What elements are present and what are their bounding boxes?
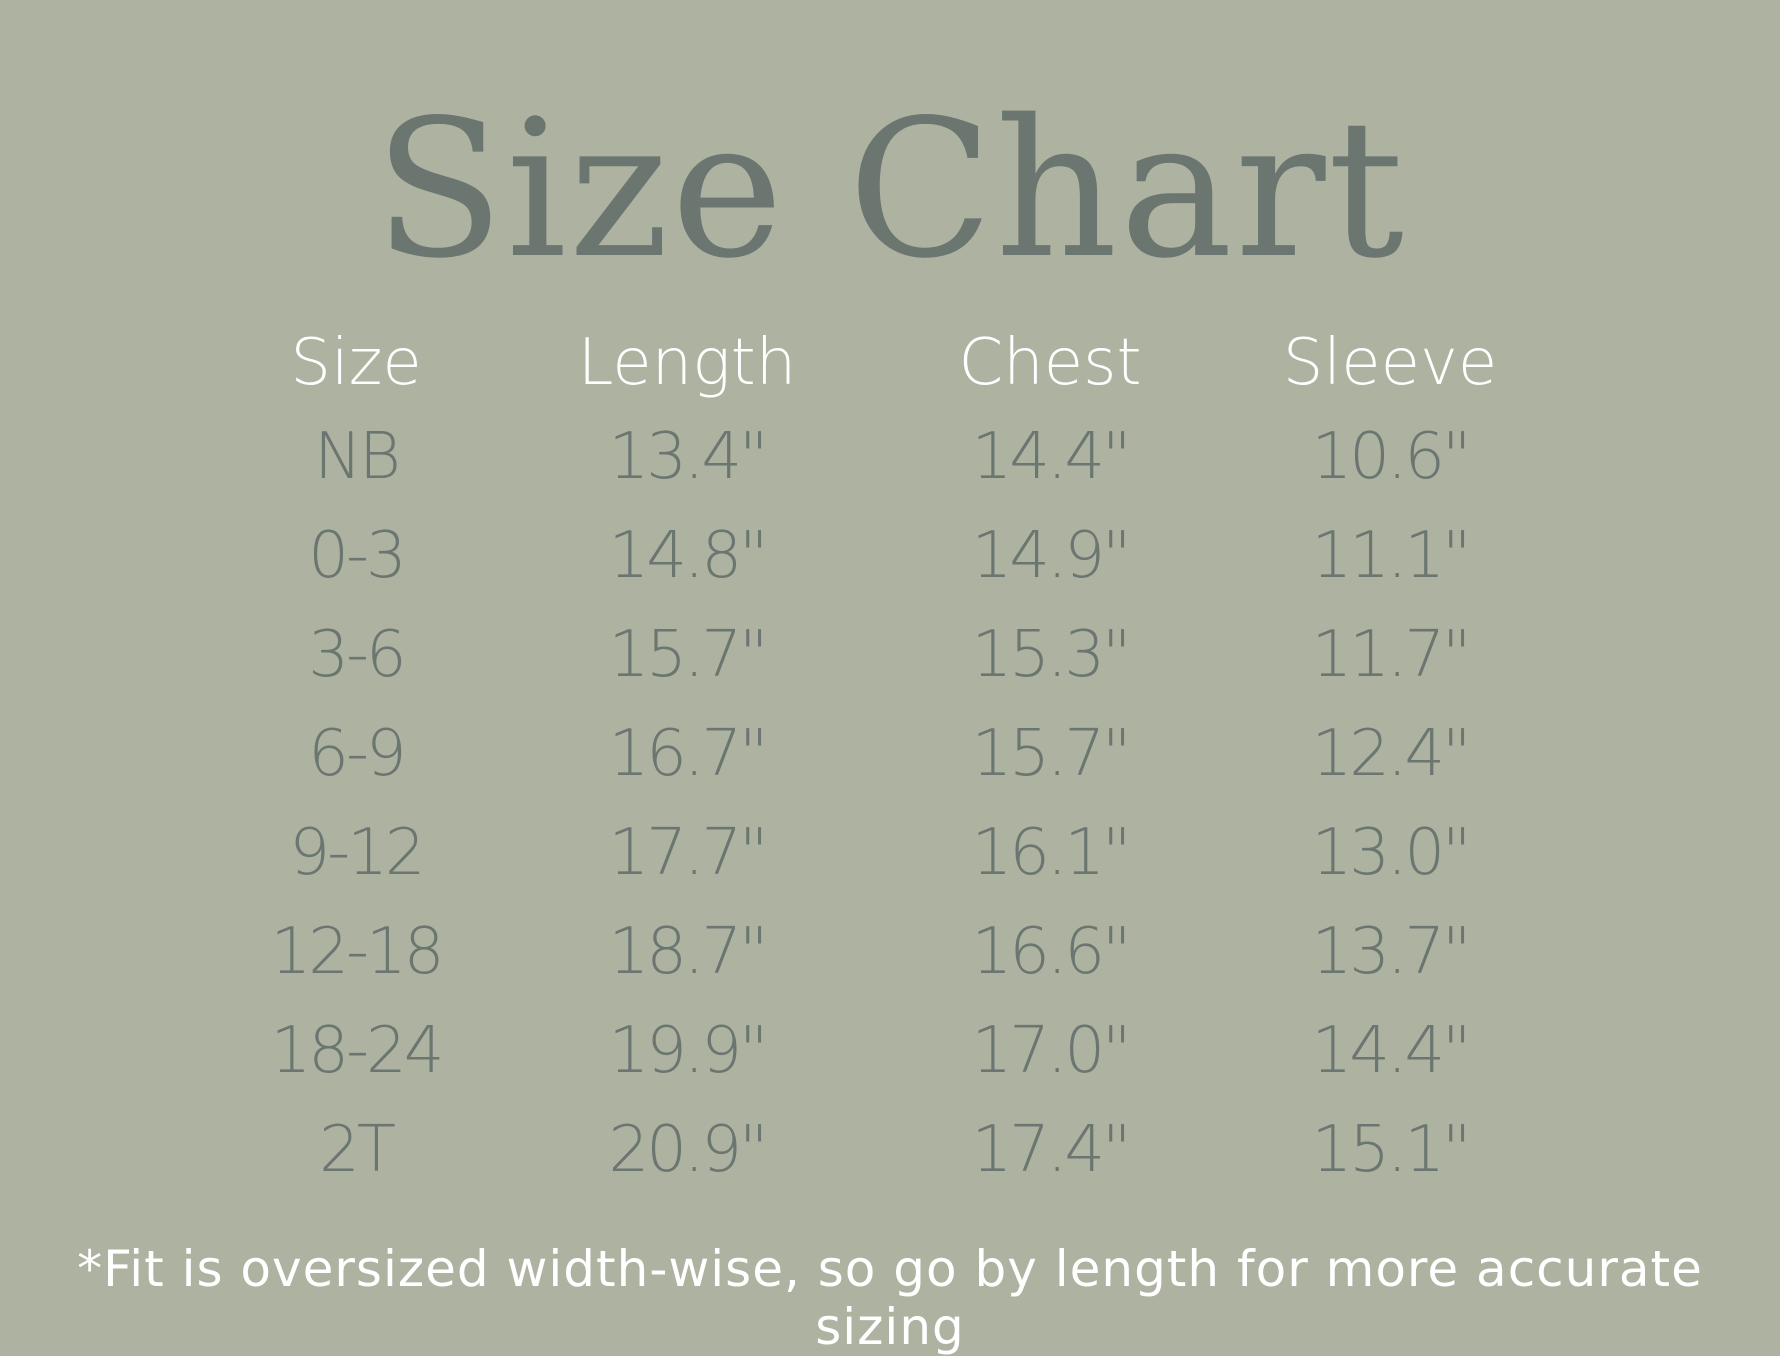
cell-sleeve: 13.0" — [1311, 816, 1472, 890]
cell-size: 3-6 — [308, 618, 407, 692]
page-title: Size Chart — [373, 79, 1407, 300]
cell-size: 2T — [319, 1113, 396, 1187]
cell-size: 6-9 — [308, 717, 407, 791]
cell-length: 17.7" — [608, 816, 769, 890]
cell-sleeve: 10.6" — [1311, 420, 1472, 494]
column-header-size: Size — [290, 326, 422, 400]
cell-size: 9-12 — [289, 816, 425, 890]
cell-length: 14.8" — [608, 519, 769, 593]
cell-length: 19.9" — [608, 1014, 769, 1088]
column-header-length: Length — [577, 326, 797, 400]
cell-chest: 17.4" — [971, 1113, 1132, 1187]
cell-chest: 16.6" — [971, 915, 1132, 989]
cell-chest: 14.9" — [971, 519, 1132, 593]
cell-chest: 17.0" — [971, 1014, 1132, 1088]
cell-sleeve: 15.1" — [1311, 1113, 1472, 1187]
cell-chest: 16.1" — [971, 816, 1132, 890]
cell-size: 12-18 — [270, 915, 445, 989]
cell-chest: 14.4" — [971, 420, 1132, 494]
cell-length: 20.9" — [608, 1113, 769, 1187]
column-header-sleeve: Sleeve — [1282, 326, 1498, 400]
cell-length: 16.7" — [608, 717, 769, 791]
cell-chest: 15.3" — [971, 618, 1132, 692]
cell-sleeve: 14.4" — [1311, 1014, 1472, 1088]
cell-length: 15.7" — [608, 618, 769, 692]
cell-length: 13.4" — [608, 420, 769, 494]
cell-sleeve: 13.7" — [1311, 915, 1472, 989]
cell-chest: 15.7" — [971, 717, 1132, 791]
cell-length: 18.7" — [608, 915, 769, 989]
cell-sleeve: 11.1" — [1311, 519, 1472, 593]
cell-size: 0-3 — [308, 519, 407, 593]
cell-size: NB — [314, 420, 401, 494]
cell-size: 18-24 — [270, 1014, 445, 1088]
cell-sleeve: 12.4" — [1311, 717, 1472, 791]
column-header-chest: Chest — [958, 326, 1142, 400]
cell-sleeve: 11.7" — [1311, 618, 1472, 692]
footnote: *Fit is oversized width-wise, so go by l… — [77, 1240, 1703, 1356]
